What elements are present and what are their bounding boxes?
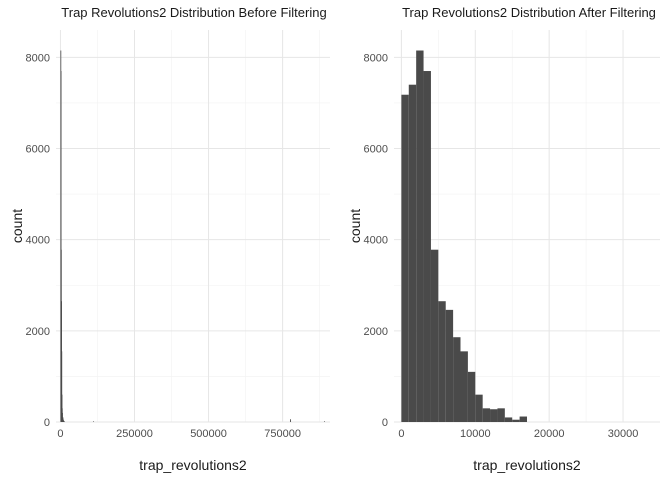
histogram-bar [504, 417, 513, 422]
histogram-bar [423, 71, 431, 422]
histogram-bar [60, 71, 62, 422]
histogram-bar [490, 409, 498, 422]
histogram-bar [512, 419, 520, 422]
histogram-bar [482, 408, 491, 422]
y-tick-label: 4000 [364, 235, 388, 247]
y-tick-label: 2000 [364, 326, 388, 338]
y-tick-label: 0 [44, 417, 50, 429]
y-tick-label: 2000 [26, 326, 50, 338]
histogram-bar [408, 84, 417, 422]
histogram-bar [438, 301, 446, 422]
y-tick-label: 4000 [26, 235, 50, 247]
histogram-bar [63, 421, 65, 423]
x-tick-label: 250000 [116, 428, 153, 440]
y-tick-label: 6000 [26, 144, 50, 156]
histogram-bar [453, 337, 461, 422]
histogram-bar [61, 351, 63, 422]
y-tick-label: 6000 [364, 144, 388, 156]
x-axis-label: trap_revolutions2 [139, 457, 247, 473]
histogram-bar [497, 408, 505, 422]
histogram-bar [290, 419, 291, 422]
histogram-bar [93, 421, 94, 422]
histogram-bar [430, 249, 439, 422]
x-tick-label: 500000 [190, 428, 227, 440]
histogram-bar [445, 309, 454, 422]
y-tick-label: 8000 [26, 52, 50, 64]
x-tick-label: 0 [398, 428, 404, 440]
x-tick-label: 30000 [608, 428, 639, 440]
x-tick-label: 10000 [460, 428, 491, 440]
histogram-bar [416, 50, 424, 422]
chart-title: Trap Revolutions2 Distribution Before Fi… [61, 5, 326, 20]
x-tick-label: 0 [57, 428, 63, 440]
histogram-bar [401, 94, 409, 422]
y-tick-label: 8000 [364, 52, 388, 64]
x-tick-label: 750000 [264, 428, 301, 440]
x-tick-label: 20000 [534, 428, 565, 440]
x-axis-label: trap_revolutions2 [473, 457, 581, 473]
histogram-bar [467, 371, 476, 422]
histogram-bar [475, 394, 483, 422]
histogram-bar [324, 421, 325, 422]
y-axis-label: count [9, 209, 25, 243]
histogram-bar [61, 394, 63, 422]
histogram-bar [519, 416, 527, 422]
histogram-bar [460, 351, 468, 422]
y-axis-label: count [347, 209, 363, 243]
chart-title: Trap Revolutions2 Distribution After Fil… [402, 5, 656, 20]
y-tick-label: 0 [382, 417, 388, 429]
